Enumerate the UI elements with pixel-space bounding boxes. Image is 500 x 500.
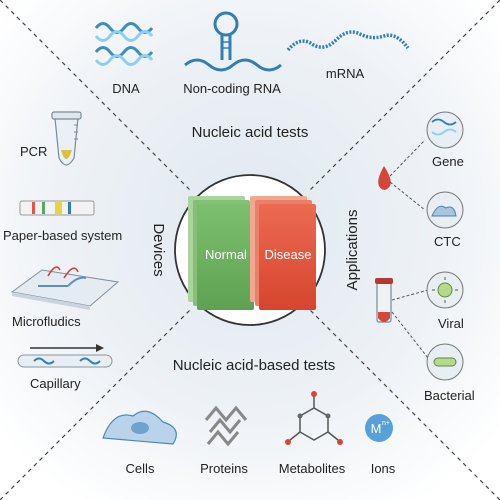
sample-tube-icon xyxy=(375,278,429,359)
bacterial-label: Bacterial xyxy=(424,388,475,403)
metabolite-icon xyxy=(285,391,343,445)
divider-top-left xyxy=(0,0,193,193)
microfluidics-label: Microfludics xyxy=(12,314,81,329)
microfluidics-chip-icon xyxy=(10,266,120,310)
blood-drop-icon xyxy=(378,139,426,211)
proteins-label: Proteins xyxy=(200,461,248,476)
capillary-label: Capillary xyxy=(30,376,81,391)
disease-label: Disease xyxy=(265,247,312,262)
viral-label: Viral xyxy=(438,316,464,331)
ion-charge: n+ xyxy=(382,420,390,427)
cell-icon xyxy=(102,410,177,445)
disease-card xyxy=(259,204,316,310)
normal-card xyxy=(197,204,254,310)
bacterial-circle-icon xyxy=(426,343,464,381)
ctc-label: CTC xyxy=(434,234,461,249)
divider-bottom-right xyxy=(307,307,500,500)
divider-top-right xyxy=(307,0,500,193)
dna-icon xyxy=(94,22,154,66)
ctc-circle-icon xyxy=(426,191,464,229)
metabolites-label: Metabolites xyxy=(279,461,346,476)
paper-strip-icon xyxy=(19,200,95,216)
gene-label: Gene xyxy=(432,154,464,169)
capillary-icon xyxy=(17,344,113,368)
protein-icon xyxy=(204,405,248,447)
viral-circle-icon xyxy=(426,271,464,309)
devices-heading: Devices xyxy=(150,223,167,276)
pcr-label: PCR xyxy=(20,144,47,159)
mrna-label: mRNA xyxy=(326,66,365,81)
ion-symbol: M xyxy=(371,421,382,436)
gene-circle-icon xyxy=(426,111,464,149)
nucleic-acid-based-tests-heading: Nucleic acid-based tests xyxy=(173,357,336,374)
divider-bottom-left xyxy=(0,307,193,500)
non-coding-rna-icon xyxy=(184,11,282,72)
non-coding-rna-label: Non-coding RNA xyxy=(183,81,281,96)
cells-label: Cells xyxy=(126,461,155,476)
dna-label: DNA xyxy=(112,81,140,96)
applications-heading: Applications xyxy=(344,210,361,291)
pcr-tube-icon xyxy=(51,111,82,166)
ion-icon: M n+ xyxy=(365,414,393,442)
normal-label: Normal xyxy=(205,247,247,262)
paper-based-system-label: Paper-based system xyxy=(3,228,122,243)
mrna-icon xyxy=(286,30,410,52)
nucleic-acid-tests-heading: Nucleic acid tests xyxy=(192,124,309,141)
center-circle xyxy=(174,174,326,326)
ions-label: Ions xyxy=(371,461,396,476)
